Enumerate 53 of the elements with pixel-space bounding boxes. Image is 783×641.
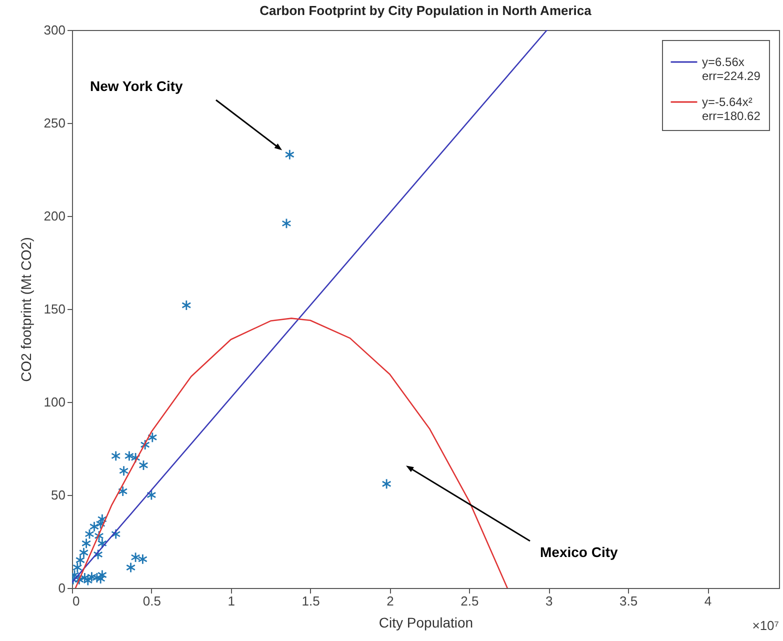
point [75, 554, 86, 566]
point [97, 538, 107, 549]
chart-title: Carbon Footprint by City Population in North America [260, 3, 592, 18]
point [284, 149, 294, 160]
x-axis-title: City Population [378, 614, 474, 630]
point [96, 518, 106, 530]
point [80, 572, 90, 584]
point [97, 570, 107, 580]
point [81, 538, 92, 549]
y-tick-label: 250 [44, 116, 66, 130]
x-tick-label: 3.5 [620, 594, 638, 608]
point [138, 460, 148, 471]
x-tick-label: 0 [72, 594, 80, 608]
point [140, 439, 150, 450]
annotation: New York City [90, 78, 184, 94]
point [148, 432, 158, 443]
y-tick-label: 200 [44, 208, 66, 224]
x-tick-label: 4 [704, 594, 712, 608]
point [182, 300, 192, 311]
point [282, 218, 292, 229]
text: ×10⁷ [752, 618, 780, 633]
y-tick-label: 300 [44, 22, 66, 38]
point [111, 450, 121, 462]
point [94, 530, 104, 542]
annotation: Mexico City [540, 544, 618, 560]
point [382, 478, 392, 490]
point [146, 490, 156, 500]
x-tick-label: 3 [546, 594, 553, 608]
y-tick-label: 50 [51, 488, 66, 502]
point [78, 547, 89, 558]
legend-label: y=-5.64x² err=180.62 [702, 95, 761, 123]
point [83, 575, 93, 586]
point [126, 562, 136, 573]
x-tick-label: 1 [228, 594, 235, 608]
x-tick-label: 1.5 [302, 594, 320, 608]
x-tick-label: 2.5 [460, 594, 479, 608]
point [97, 514, 107, 525]
point [72, 562, 82, 573]
x-tick-label: 2 [386, 594, 394, 608]
line-series [74, 318, 508, 588]
legend-label: y=6.56x err=224.29 [702, 55, 761, 83]
point [111, 528, 121, 540]
point [93, 549, 103, 560]
y-tick-label: 0 [58, 580, 66, 596]
point [118, 486, 128, 497]
y-tick-label: 150 [44, 302, 66, 316]
point [96, 573, 106, 584]
point [84, 528, 94, 540]
point [89, 521, 100, 532]
y-axis-title: CO2 footprint (Mt CO2) [18, 237, 34, 382]
point [118, 465, 129, 476]
y-tick-label: 100 [44, 394, 66, 410]
x-tick-label: 0.5 [142, 594, 161, 608]
